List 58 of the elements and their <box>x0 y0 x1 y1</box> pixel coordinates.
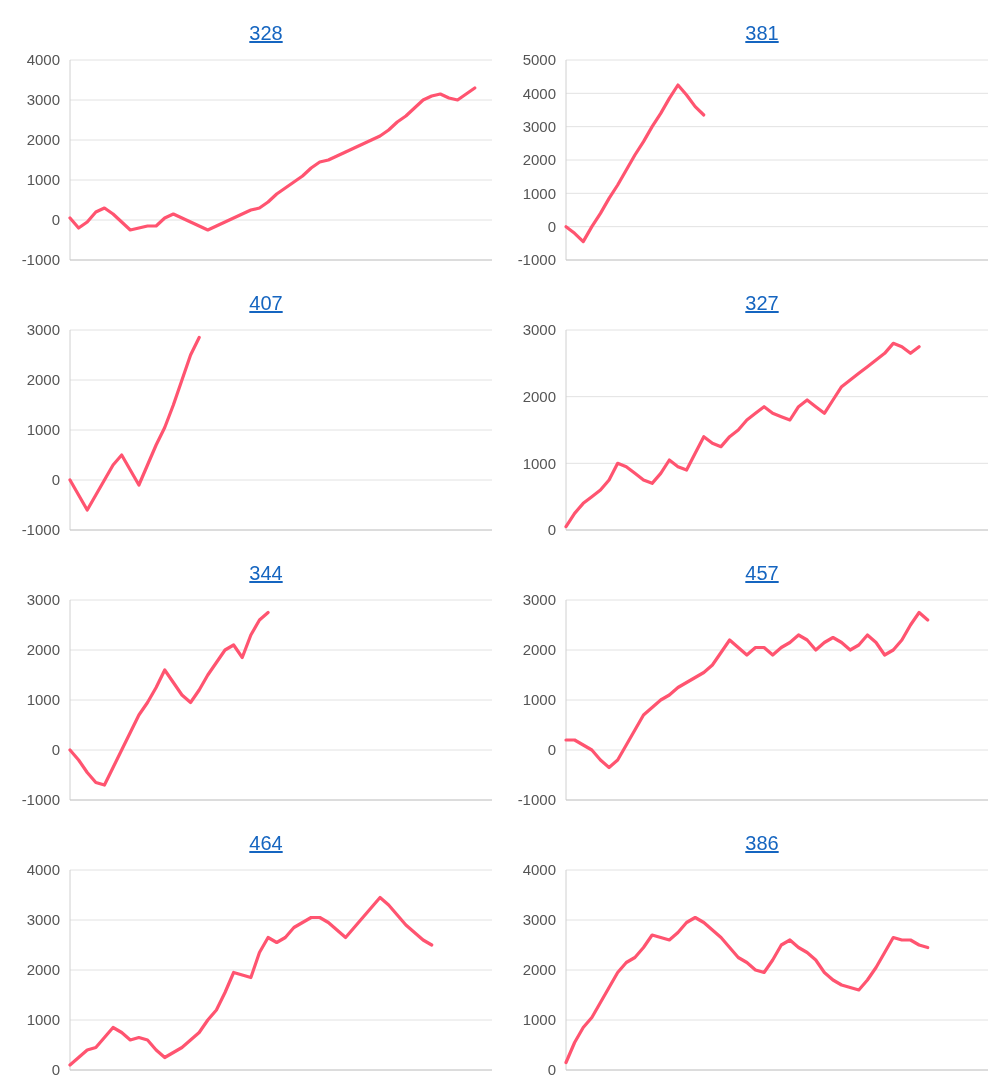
line-series <box>564 341 921 529</box>
y-tick-label: 1000 <box>26 691 60 709</box>
chart-title: 407 <box>249 292 283 314</box>
line-series <box>68 335 201 512</box>
y-tick-label: 1000 <box>522 454 556 472</box>
y-tick-label: 1000 <box>26 1011 60 1029</box>
y-tick-label: 3000 <box>26 321 60 339</box>
y-tick-label: 0 <box>51 211 60 229</box>
y-tick-label: 1000 <box>522 184 556 202</box>
y-tick-label: 3000 <box>26 911 60 929</box>
y-tick-label: 0 <box>547 1061 556 1079</box>
y-tick-label: 0 <box>547 217 556 235</box>
y-tick-label: 2000 <box>522 387 556 405</box>
y-tick-label: 2000 <box>522 151 556 169</box>
y-tick-label: -1000 <box>517 251 556 269</box>
y-tick-label: 1000 <box>26 421 60 439</box>
y-tick-label: 2000 <box>26 371 60 389</box>
y-tick-label: 3000 <box>522 911 556 929</box>
chart-title: 381 <box>745 22 779 44</box>
chart-title: 344 <box>249 562 283 584</box>
line-series <box>564 83 706 244</box>
y-tick-label: 3000 <box>522 321 556 339</box>
line-series <box>68 895 434 1067</box>
y-tick-label: 4000 <box>26 861 60 879</box>
y-tick-label: 3000 <box>26 591 60 609</box>
y-tick-label: 1000 <box>522 691 556 709</box>
chart-title: 386 <box>745 832 779 854</box>
y-tick-label: 0 <box>51 471 60 489</box>
chart-title: 464 <box>249 832 283 854</box>
y-tick-label: 0 <box>51 1061 60 1079</box>
y-tick-label: 5000 <box>522 51 556 69</box>
y-tick-label: 4000 <box>26 51 60 69</box>
y-tick-label: 0 <box>547 521 556 539</box>
y-tick-label: -1000 <box>21 791 60 809</box>
y-tick-label: 4000 <box>522 84 556 102</box>
y-tick-label: 0 <box>51 741 60 759</box>
line-series <box>68 610 270 787</box>
y-tick-label: 2000 <box>522 961 556 979</box>
y-tick-label: 2000 <box>26 641 60 659</box>
y-tick-label: 2000 <box>522 641 556 659</box>
y-tick-label: 4000 <box>522 861 556 879</box>
y-tick-label: 0 <box>547 741 556 759</box>
y-tick-label: 1000 <box>522 1011 556 1029</box>
chart-title: 328 <box>249 22 283 44</box>
y-tick-label: -1000 <box>21 251 60 269</box>
y-tick-label: -1000 <box>21 521 60 539</box>
line-series <box>68 86 477 232</box>
y-tick-label: 1000 <box>26 171 60 189</box>
y-tick-label: 2000 <box>26 961 60 979</box>
y-tick-label: 3000 <box>522 117 556 135</box>
chart-title: 457 <box>745 562 779 584</box>
y-tick-label: 3000 <box>26 91 60 109</box>
line-series <box>564 915 930 1065</box>
chart-title: 327 <box>745 292 779 314</box>
line-series <box>564 610 930 770</box>
y-tick-label: 3000 <box>522 591 556 609</box>
y-tick-label: 2000 <box>26 131 60 149</box>
y-tick-label: -1000 <box>517 791 556 809</box>
